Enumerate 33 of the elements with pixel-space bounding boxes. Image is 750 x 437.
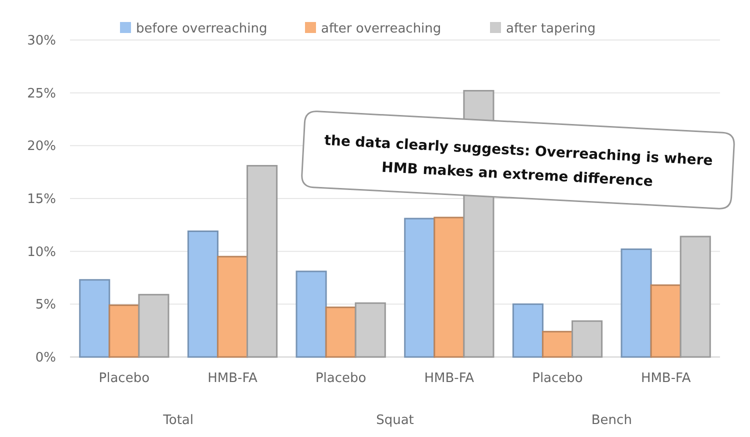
x-tick-label: Placebo <box>315 371 366 386</box>
bar <box>79 279 110 358</box>
y-tick-label: 25% <box>27 86 56 102</box>
bar <box>325 306 356 358</box>
text: Total <box>162 413 194 428</box>
bar <box>296 270 327 358</box>
legend-label: after overreaching <box>321 22 442 37</box>
callout-box: the data clearly suggests: Overreaching is where HMB makes an extreme difference <box>301 110 735 210</box>
legend-label: after tapering <box>506 22 596 37</box>
y-tick-label: 5% <box>35 298 56 313</box>
bar <box>216 256 248 358</box>
x-tick-label: Placebo <box>98 371 150 386</box>
bar <box>542 330 574 358</box>
x-tick-label: HMB-FA <box>424 371 474 386</box>
bar <box>187 230 218 358</box>
bar <box>620 248 652 358</box>
x-tick-label: HMB-FA <box>208 371 258 386</box>
bar <box>512 303 544 358</box>
x-tick-label: Placebo <box>532 371 583 386</box>
y-tick-label: 30% <box>27 34 56 49</box>
y-tick-label: 15% <box>27 192 56 208</box>
y-tick-label: 20% <box>27 139 56 154</box>
bar <box>650 284 682 358</box>
y-tick-label: 0% <box>35 350 56 366</box>
bar <box>434 216 465 358</box>
legend-label: before overreaching <box>136 22 268 37</box>
text: Squat <box>376 413 414 428</box>
bar <box>108 304 140 358</box>
x-tick-label: HMB-FA <box>640 371 691 386</box>
bar <box>404 218 436 358</box>
y-tick-label: 10% <box>27 244 56 260</box>
text: Bench <box>591 413 632 428</box>
annotation: the data clearly suggests: Overreaching is where HMB makes an extreme difference <box>324 132 714 190</box>
